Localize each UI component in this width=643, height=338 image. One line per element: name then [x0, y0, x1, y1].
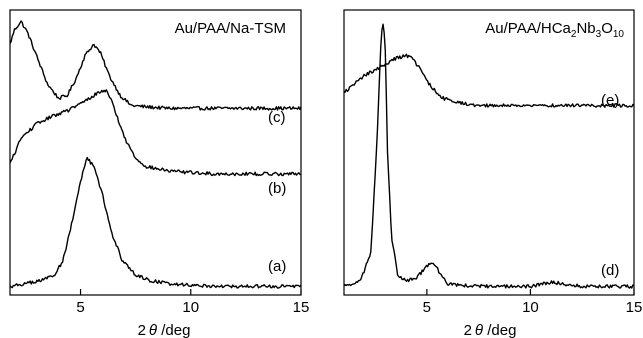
series-line-left-a [9, 156, 302, 289]
series-lines-left [9, 20, 302, 289]
x-tick-label-left-10: 10 [182, 299, 199, 316]
panel-title-left: Au/PAA/Na-TSM [175, 20, 286, 37]
curve-label-b: (b) [268, 180, 286, 197]
x-tick-label-left-15: 15 [293, 299, 310, 316]
series-line-left-c [9, 20, 302, 111]
curve-label-c: (c) [268, 109, 286, 126]
series-lines-right [343, 23, 635, 289]
plot-frame-left [9, 9, 302, 296]
x-tick-label-right-15: 15 [626, 299, 643, 316]
plot-frame-right [343, 9, 635, 296]
x-ticks-right: 5 10 15 [423, 289, 643, 316]
series-line-right-d [343, 23, 635, 289]
x-tick-label-right-10: 10 [522, 299, 539, 316]
curve-label-d: (d) [601, 262, 619, 279]
x-ticks-left: 5 10 15 [76, 289, 309, 316]
x-tick-label-left-5: 5 [76, 299, 84, 316]
series-line-right-e [343, 53, 635, 108]
curve-label-e: (e) [601, 92, 619, 109]
series-line-left-b [9, 89, 302, 177]
curve-label-a: (a) [268, 258, 286, 275]
panel-title-right: Au/PAA/HCa2Nb3O10 [485, 20, 624, 40]
x-tick-label-right-5: 5 [423, 299, 431, 316]
